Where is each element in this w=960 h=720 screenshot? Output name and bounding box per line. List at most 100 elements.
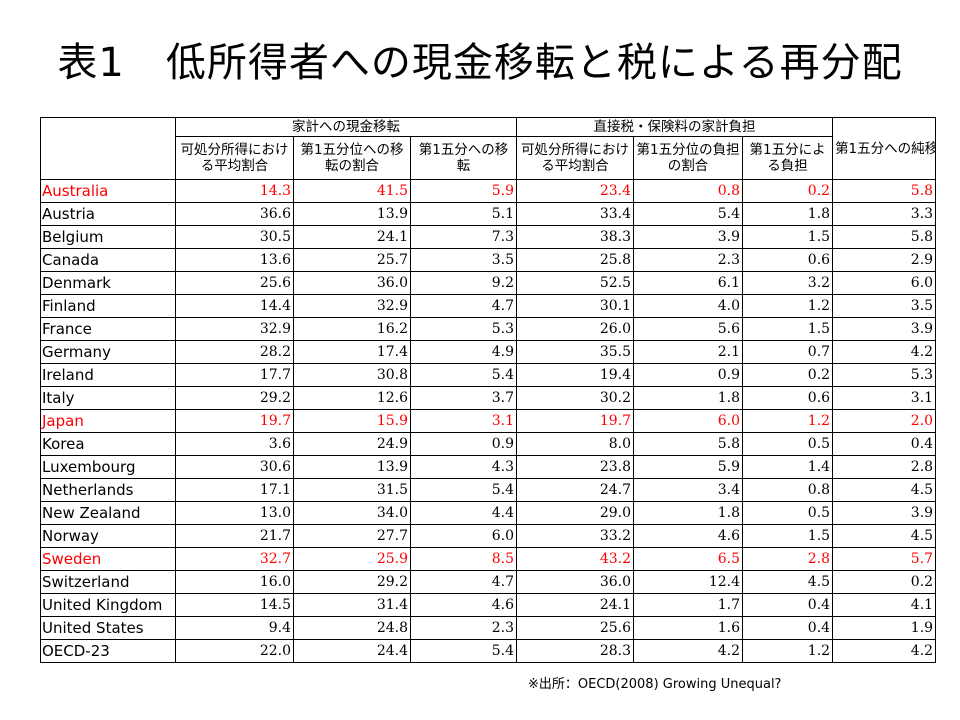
value-cell: 27.7 [293,524,411,548]
value-cell: 6.0 [633,409,744,433]
value-cell: 3.9 [832,317,937,341]
table-row: Austria 36.6 13.9 5.1 33.4 5.4 1.8 3.3 [40,202,937,226]
country-cell: United Kingdom [40,593,176,617]
value-cell: 38.3 [516,225,635,249]
table-row: United Kingdom 14.5 31.4 4.6 24.1 1.7 0.4 4.1 [40,593,937,617]
column-header: 可処分所得における平均割合 [175,136,294,180]
value-cell: 2.9 [832,248,937,272]
value-cell: 36.0 [293,271,411,295]
column-header: 第1五分への純移転 [832,117,937,180]
table-row: United States 9.4 24.8 2.3 25.6 1.6 0.4 1.9 [40,616,937,640]
table-row: Switzerland 16.0 29.2 4.7 36.0 12.4 4.5 0.2 [40,570,937,594]
value-cell: 29.2 [293,570,411,594]
value-cell: 25.7 [293,248,411,272]
value-cell: 1.8 [742,202,834,226]
value-cell: 4.5 [832,478,937,502]
value-cell: 0.9 [633,363,744,387]
value-cell: 31.4 [293,593,411,617]
value-cell: 5.8 [832,225,937,249]
value-cell: 33.4 [516,202,635,226]
value-cell: 6.5 [633,547,744,571]
country-cell: Ireland [40,363,176,387]
value-cell: 0.8 [742,478,834,502]
value-cell: 24.7 [516,478,635,502]
table-row: Korea 3.6 24.9 0.9 8.0 5.8 0.5 0.4 [40,432,937,456]
value-cell: 32.9 [175,317,294,341]
value-cell: 3.5 [832,294,937,318]
value-cell: 24.1 [293,225,411,249]
group-header-cash-transfers: 家計への現金移転 [174,117,518,137]
country-cell: Japan [40,409,176,433]
value-cell: 1.5 [742,524,834,548]
value-cell: 3.5 [409,248,518,272]
value-cell: 30.8 [293,363,411,387]
group-header-direct-taxes: 直接税・保険料の家計負担 [516,117,834,137]
value-cell: 3.9 [832,501,937,525]
value-cell: 34.0 [293,501,411,525]
value-cell: 31.5 [293,478,411,502]
value-cell: 0.5 [742,501,834,525]
table-row: Italy 29.2 12.6 3.7 30.2 1.8 0.6 3.1 [40,386,937,410]
group-header-row: 家計への現金移転 直接税・保険料の家計負担 第1五分への純移転 [40,117,937,180]
value-cell: 33.2 [516,524,635,548]
table-row: Germany 28.2 17.4 4.9 35.5 2.1 0.7 4.2 [40,340,937,364]
value-cell: 2.0 [832,409,937,433]
column-header: 第1五分位の負担の割合 [633,136,744,180]
value-cell: 16.0 [175,570,294,594]
value-cell: 5.9 [409,179,518,203]
value-cell: 5.6 [633,317,744,341]
value-cell: 1.8 [633,386,744,410]
value-cell: 3.1 [409,409,518,433]
value-cell: 13.0 [175,501,294,525]
value-cell: 25.6 [175,271,294,295]
value-cell: 3.3 [832,202,937,226]
value-cell: 4.0 [633,294,744,318]
value-cell: 16.2 [293,317,411,341]
value-cell: 30.5 [175,225,294,249]
value-cell: 0.4 [742,616,834,640]
column-header: 可処分所得における平均割合 [516,136,635,180]
value-cell: 23.4 [516,179,635,203]
table-row: Sweden 32.7 25.9 8.5 43.2 6.5 2.8 5.7 [40,547,937,571]
value-cell: 4.2 [832,639,937,663]
value-cell: 26.0 [516,317,635,341]
value-cell: 15.9 [293,409,411,433]
value-cell: 32.7 [175,547,294,571]
value-cell: 4.7 [409,294,518,318]
value-cell: 14.5 [175,593,294,617]
column-header-row: 可処分所得における平均割合 第1五分位への移転の割合 第1五分への移転 可処分所… [41,136,936,180]
value-cell: 0.2 [742,179,834,203]
value-cell: 5.4 [633,202,744,226]
value-cell: 4.7 [409,570,518,594]
value-cell: 24.4 [293,639,411,663]
value-cell: 6.1 [633,271,744,295]
value-cell: 5.1 [409,202,518,226]
value-cell: 8.0 [516,432,635,456]
value-cell: 21.7 [175,524,294,548]
country-header [40,117,176,180]
country-cell: Canada [40,248,176,272]
value-cell: 5.8 [832,179,937,203]
value-cell: 19.4 [516,363,635,387]
country-cell: Norway [40,524,176,548]
value-cell: 4.5 [742,570,834,594]
value-cell: 3.7 [409,386,518,410]
value-cell: 4.2 [832,340,937,364]
value-cell: 4.4 [409,501,518,525]
value-cell: 1.5 [742,225,834,249]
value-cell: 1.2 [742,409,834,433]
value-cell: 0.4 [832,432,937,456]
value-cell: 25.9 [293,547,411,571]
table-row: Australia 14.3 41.5 5.9 23.4 0.8 0.2 5.8 [40,179,937,203]
value-cell: 24.8 [293,616,411,640]
value-cell: 13.9 [293,455,411,479]
table-row: Canada 13.6 25.7 3.5 25.8 2.3 0.6 2.9 [40,248,937,272]
value-cell: 5.3 [409,317,518,341]
value-cell: 5.7 [832,547,937,571]
value-cell: 0.4 [742,593,834,617]
value-cell: 0.6 [742,386,834,410]
value-cell: 17.4 [293,340,411,364]
value-cell: 2.3 [633,248,744,272]
value-cell: 6.0 [832,271,937,295]
value-cell: 0.2 [742,363,834,387]
